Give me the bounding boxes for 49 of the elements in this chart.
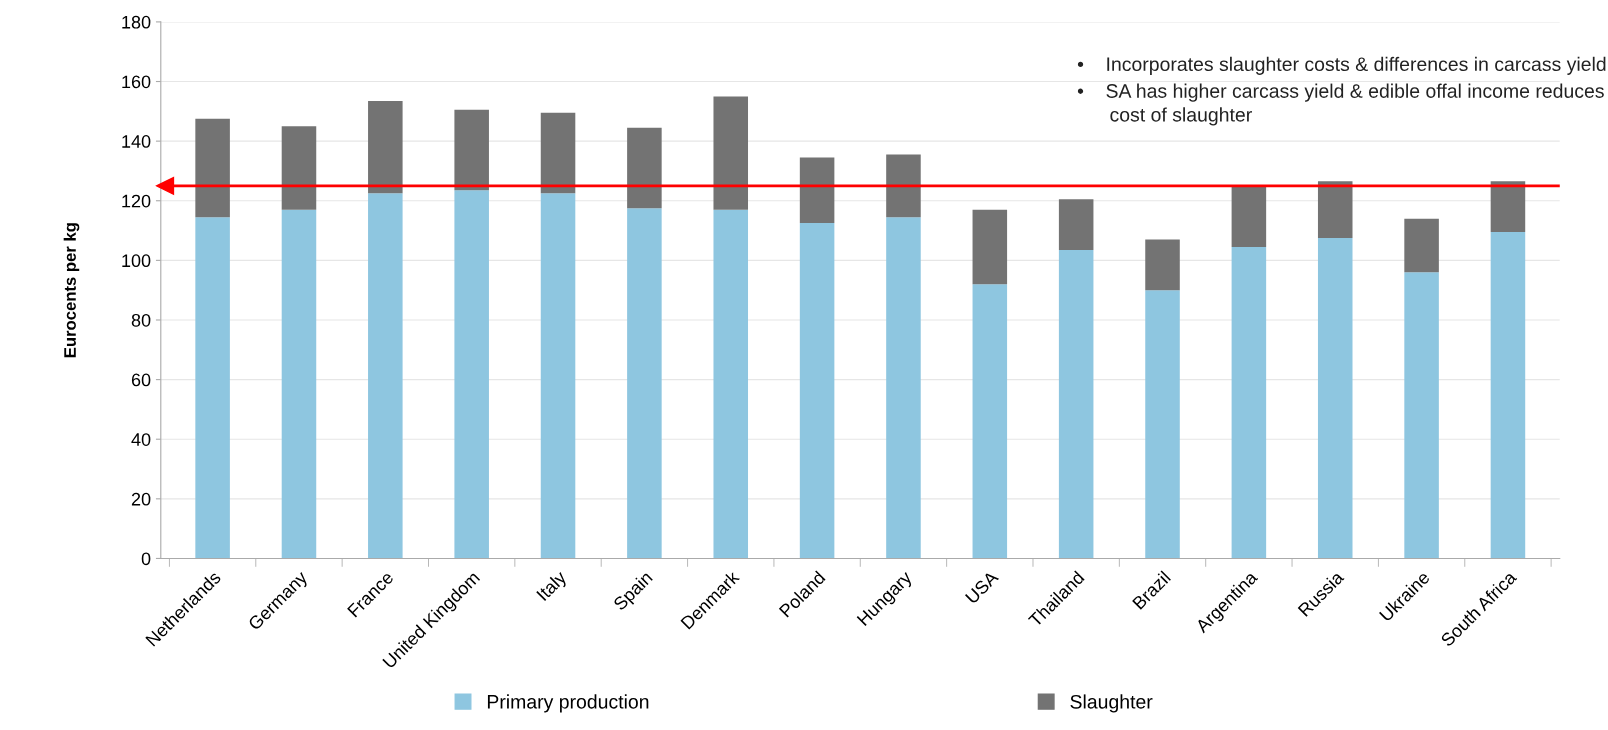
y-tick-label: 140 xyxy=(122,135,151,148)
bar xyxy=(713,96,749,210)
x-tick-label: Italy xyxy=(535,569,570,604)
bar xyxy=(368,100,403,194)
bar xyxy=(713,209,749,559)
bar xyxy=(281,209,317,559)
y-tick-label: 80 xyxy=(131,313,151,327)
x-tick-label: USA xyxy=(964,569,1000,605)
y-tick-label: 0 xyxy=(141,552,151,566)
bar xyxy=(799,223,835,559)
y-tick-label: 120 xyxy=(122,194,151,208)
bar xyxy=(1490,181,1526,233)
bar xyxy=(886,154,921,218)
bar xyxy=(195,217,230,559)
y-tick-label: 160 xyxy=(122,75,151,89)
bar xyxy=(1058,199,1094,250)
legend-label: Slaughter xyxy=(1070,694,1153,713)
bar xyxy=(281,126,317,210)
bar xyxy=(627,127,662,209)
bar xyxy=(1145,290,1180,559)
y-tick-label: 100 xyxy=(122,254,151,268)
bar xyxy=(972,284,1008,559)
y-tick-label: 60 xyxy=(131,373,151,387)
bar xyxy=(627,208,662,559)
bar xyxy=(368,193,403,559)
bar xyxy=(1231,185,1267,247)
y-tick-label: 20 xyxy=(131,492,151,506)
bar xyxy=(454,190,489,559)
bar xyxy=(195,118,230,218)
annotation: • Incorporates slaughter costs & differences in carcass yield xyxy=(1077,56,1606,75)
bar xyxy=(886,217,921,559)
bar xyxy=(1317,181,1353,239)
legend-label: Primary production xyxy=(487,694,649,713)
annotation: • SA has higher carcass yield & edible offal income reduces cost of slaughter xyxy=(1077,83,1604,126)
y-axis-title: Eurocents per kg xyxy=(63,223,80,358)
bar xyxy=(1145,239,1180,291)
bar xyxy=(1231,246,1267,559)
bar xyxy=(540,193,576,559)
bar xyxy=(799,157,835,224)
y-tick-label: 180 xyxy=(122,15,151,29)
bar xyxy=(1404,272,1439,559)
bar xyxy=(454,109,489,191)
bar xyxy=(972,209,1008,285)
bar xyxy=(1317,238,1353,559)
bar xyxy=(540,112,576,194)
bar xyxy=(1404,218,1439,273)
bar xyxy=(1058,249,1094,559)
y-tick-label: 40 xyxy=(131,433,151,446)
bar xyxy=(1490,232,1526,559)
